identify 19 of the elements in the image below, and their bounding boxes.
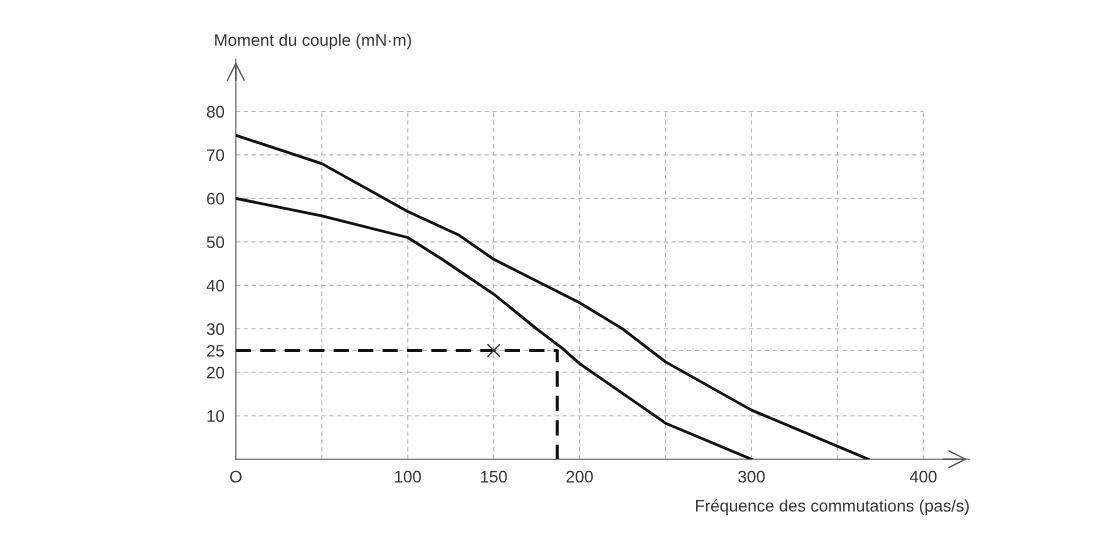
y-tick-label: 25 bbox=[207, 344, 225, 357]
x-tick-label: 300 bbox=[738, 470, 765, 483]
y-tick-label: 10 bbox=[207, 410, 225, 422]
y-tick-label: 30 bbox=[206, 323, 225, 336]
x-axis-title: Fréquence des commutations (pas/s) bbox=[696, 499, 969, 515]
line-series bbox=[235, 133, 870, 460]
y-axis-title: Moment du couple (mN·m) bbox=[215, 33, 411, 50]
x-tick-label: 100 bbox=[395, 470, 421, 483]
x-tick-label: 200 bbox=[566, 470, 593, 483]
line-series bbox=[235, 197, 753, 460]
y-tick-label: 80 bbox=[206, 105, 225, 118]
y-tick-label: 60 bbox=[207, 192, 225, 205]
x-tick-label: 400 bbox=[909, 470, 937, 483]
x-tick-label: 150 bbox=[481, 470, 507, 483]
y-tick-label: 40 bbox=[206, 279, 225, 292]
x-tick-label: O bbox=[230, 470, 242, 483]
y-tick-label: 70 bbox=[207, 149, 225, 162]
y-tick-label: 50 bbox=[206, 236, 225, 249]
y-tick-label: 20 bbox=[207, 366, 225, 379]
